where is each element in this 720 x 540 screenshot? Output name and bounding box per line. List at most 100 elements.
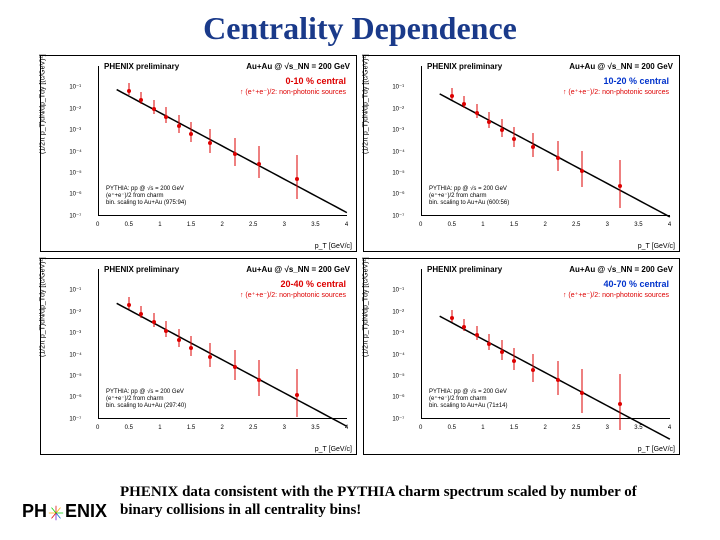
- y-tick: 10⁻⁷: [392, 415, 404, 422]
- x-axis-label: p_T [GeV/c]: [638, 446, 675, 453]
- data-point: [233, 365, 237, 369]
- x-tick: 2.5: [249, 425, 257, 431]
- x-tick: 2.5: [249, 222, 257, 228]
- y-tick: 10⁻³: [69, 330, 81, 337]
- data-point: [618, 402, 622, 406]
- x-tick: 2.5: [572, 222, 580, 228]
- data-point: [127, 89, 131, 93]
- x-tick: 0.5: [125, 425, 133, 431]
- plot-area: [98, 269, 347, 419]
- y-tick: 10⁻⁶: [69, 394, 81, 401]
- x-tick: 3: [283, 425, 286, 431]
- plot-panel-3: PHENIX preliminaryAu+Au @ √s_NN = 200 Ge…: [363, 258, 680, 455]
- x-tick: 1: [158, 222, 161, 228]
- x-tick: 0: [419, 222, 422, 228]
- x-tick: 3.5: [311, 425, 319, 431]
- data-point: [164, 115, 168, 119]
- y-tick: 10⁻⁵: [392, 170, 404, 177]
- x-tick: 1: [481, 425, 484, 431]
- data-point: [462, 102, 466, 106]
- x-tick: 1: [481, 222, 484, 228]
- data-point: [500, 350, 504, 354]
- data-point: [233, 152, 237, 156]
- y-tick: 10⁻¹: [69, 287, 81, 294]
- y-tick: 10⁻³: [69, 127, 81, 134]
- data-point: [580, 391, 584, 395]
- data-point: [487, 342, 491, 346]
- x-axis: [98, 418, 347, 419]
- pythia-curve: [98, 269, 347, 419]
- y-axis: [98, 66, 99, 216]
- x-tick: 3: [283, 222, 286, 228]
- y-tick: 10⁻¹: [69, 84, 81, 91]
- data-point: [164, 329, 168, 333]
- plots-grid: PHENIX preliminaryAu+Au @ √s_NN = 200 Ge…: [0, 55, 720, 455]
- y-tick: 10⁻⁵: [69, 170, 81, 177]
- y-tick: 10⁻⁷: [69, 415, 81, 422]
- x-axis: [421, 215, 670, 216]
- x-tick: 4: [345, 222, 348, 228]
- data-point: [127, 303, 131, 307]
- data-point: [450, 316, 454, 320]
- plot-panel-1: PHENIX preliminaryAu+Au @ √s_NN = 200 Ge…: [363, 55, 680, 252]
- x-tick: 4: [668, 425, 671, 431]
- y-tick: 10⁻³: [392, 330, 404, 337]
- x-axis-label: p_T [GeV/c]: [315, 446, 352, 453]
- y-tick: 10⁻⁵: [69, 373, 81, 380]
- data-point: [462, 325, 466, 329]
- plot-area: [98, 66, 347, 216]
- x-tick: 3.5: [311, 222, 319, 228]
- data-point: [295, 177, 299, 181]
- x-tick: 1.5: [510, 425, 518, 431]
- x-tick: 2: [543, 222, 546, 228]
- y-tick: 10⁻⁶: [392, 394, 404, 401]
- x-tick: 0: [419, 425, 422, 431]
- data-point: [556, 378, 560, 382]
- data-point: [152, 320, 156, 324]
- data-point: [208, 141, 212, 145]
- x-tick: 2: [543, 425, 546, 431]
- y-tick: 10⁻⁵: [392, 373, 404, 380]
- x-tick: 3.5: [634, 222, 642, 228]
- x-tick: 3: [606, 425, 609, 431]
- data-point: [177, 338, 181, 342]
- data-point: [475, 111, 479, 115]
- y-axis-label: (1/2π p_T)dN/dp_Tdy [(c/GeV)²]: [363, 257, 370, 357]
- y-axis: [421, 66, 422, 216]
- x-tick: 0: [96, 222, 99, 228]
- x-tick: 0: [96, 425, 99, 431]
- y-axis: [421, 269, 422, 419]
- y-tick: 10⁻¹: [392, 287, 404, 294]
- slide-title: Centrality Dependence: [0, 0, 720, 55]
- y-tick: 10⁻⁴: [69, 351, 81, 358]
- data-point: [189, 132, 193, 136]
- data-point: [257, 378, 261, 382]
- y-tick: 10⁻²: [69, 105, 81, 112]
- data-point: [450, 94, 454, 98]
- data-point: [531, 368, 535, 372]
- plot-area: [421, 269, 670, 419]
- phenix-logo: PHENIX: [22, 501, 107, 522]
- y-tick: 10⁻⁴: [392, 351, 404, 358]
- data-point: [618, 184, 622, 188]
- x-tick: 0.5: [448, 425, 456, 431]
- y-axis: [98, 269, 99, 419]
- y-tick: 10⁻³: [392, 127, 404, 134]
- data-point: [139, 98, 143, 102]
- x-tick: 1.5: [187, 222, 195, 228]
- caption-text: PHENIX data consistent with the PYTHIA c…: [120, 483, 680, 521]
- y-axis-label: (1/2π p_T)dN/dp_Tdy [(c/GeV)²]: [363, 54, 370, 154]
- x-tick: 3: [606, 222, 609, 228]
- plot-panel-2: PHENIX preliminaryAu+Au @ √s_NN = 200 Ge…: [40, 258, 357, 455]
- x-tick: 2: [220, 222, 223, 228]
- x-tick: 0.5: [448, 222, 456, 228]
- y-tick: 10⁻²: [392, 105, 404, 112]
- x-axis-label: p_T [GeV/c]: [638, 243, 675, 250]
- x-tick: 4: [345, 425, 348, 431]
- x-tick: 2.5: [572, 425, 580, 431]
- data-point: [208, 355, 212, 359]
- data-point: [512, 137, 516, 141]
- plot-panel-0: PHENIX preliminaryAu+Au @ √s_NN = 200 Ge…: [40, 55, 357, 252]
- x-tick: 4: [668, 222, 671, 228]
- data-point: [139, 312, 143, 316]
